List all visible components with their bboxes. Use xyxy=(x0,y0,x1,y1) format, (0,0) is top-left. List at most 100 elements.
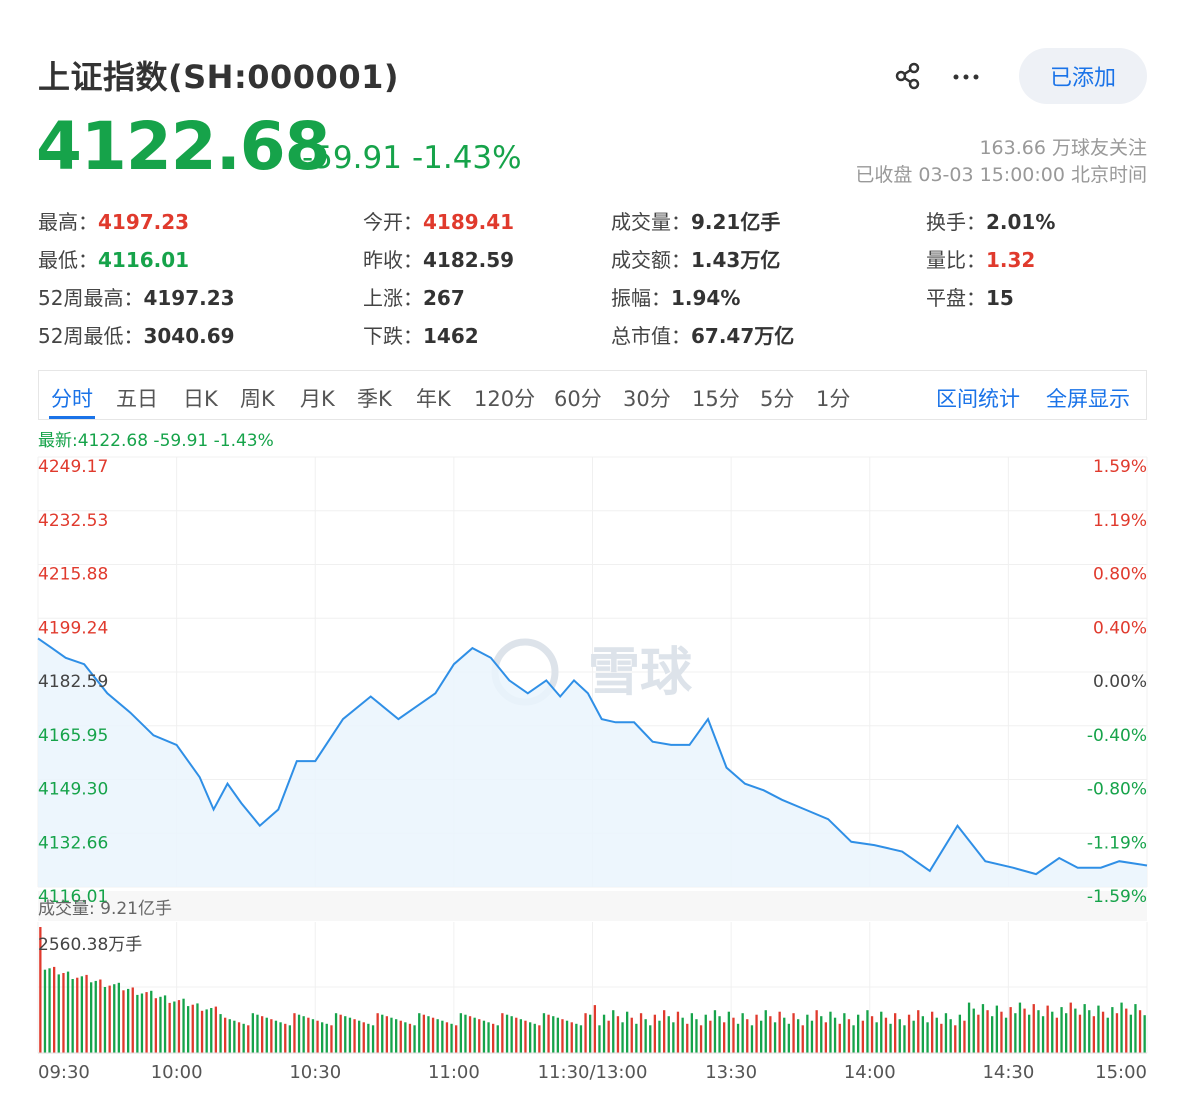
volume-bar xyxy=(755,1014,758,1053)
tab-quarter-k[interactable]: 季K xyxy=(357,387,392,411)
y-tick-left: 4232.53 xyxy=(38,511,108,531)
volume-bar xyxy=(552,1016,555,1053)
volume-bar xyxy=(154,998,158,1053)
tab-fenshi[interactable]: 分时 xyxy=(51,387,93,411)
volume-bar xyxy=(358,1020,361,1053)
volume-bar xyxy=(214,1006,218,1053)
volume-bar xyxy=(635,1023,638,1053)
volume-bar xyxy=(1060,1007,1063,1053)
volume-bar xyxy=(769,1016,772,1053)
volume-bar xyxy=(681,1017,684,1053)
volume-bar xyxy=(607,1020,610,1053)
y-tick-right: -1.59% xyxy=(1087,887,1147,907)
stat-label: 下跌： xyxy=(363,324,423,348)
tab-1min[interactable]: 1分 xyxy=(816,387,851,411)
price-line xyxy=(37,637,1148,876)
volume-bar xyxy=(917,1010,920,1053)
change-value: -59.91 xyxy=(302,140,402,176)
volume-bar xyxy=(390,1017,393,1053)
volume-bar xyxy=(228,1019,231,1053)
volume-bar xyxy=(593,1005,597,1053)
more-icon[interactable] xyxy=(948,60,984,92)
volume-bar xyxy=(833,1017,837,1053)
volume-bar xyxy=(515,1017,518,1053)
volume-bar xyxy=(1101,1011,1105,1053)
stat-label: 振幅： xyxy=(611,286,671,310)
period-tabs: 分时 五日 日K 周K 月K 季K 年K 120分 60分 30分 15分 5分… xyxy=(38,370,1147,420)
tab-15min[interactable]: 15分 xyxy=(692,387,740,411)
fullscreen-link[interactable]: 全屏显示 xyxy=(1046,387,1130,411)
stat-item: 上涨：267 xyxy=(363,282,465,311)
y-tick-right: 0.00% xyxy=(1093,672,1147,692)
volume-bar xyxy=(196,1003,199,1053)
volume-bar xyxy=(200,1010,204,1053)
tab-week-k[interactable]: 周K xyxy=(240,387,275,411)
volume-bar xyxy=(690,1013,694,1053)
stat-value: 1462 xyxy=(423,324,479,348)
stat-item: 下跌：1462 xyxy=(363,320,479,349)
volume-bar xyxy=(205,1009,208,1053)
volume-bar xyxy=(348,1017,352,1053)
volume-bar xyxy=(561,1019,564,1053)
y-tick-right: 0.80% xyxy=(1093,565,1147,585)
volume-bar xyxy=(274,1020,278,1053)
volume-bar xyxy=(801,1025,804,1053)
range-stats-link[interactable]: 区间统计 xyxy=(936,387,1020,411)
volume-bar xyxy=(316,1020,319,1053)
volume-bar xyxy=(958,1014,962,1053)
stat-label: 总市值： xyxy=(611,324,691,348)
volume-bar xyxy=(870,1016,874,1053)
volume-bar xyxy=(699,1025,703,1053)
volume-bar xyxy=(57,974,60,1053)
tab-day-k[interactable]: 日K xyxy=(183,387,218,411)
volume-bar xyxy=(626,1011,629,1053)
volume-bar xyxy=(931,1011,934,1053)
stat-value: 4116.01 xyxy=(98,248,190,272)
change-percent: -1.43% xyxy=(411,140,522,176)
volume-bar xyxy=(524,1020,527,1053)
x-tick-label: 13:30 xyxy=(705,1062,757,1083)
volume-bar xyxy=(381,1014,384,1053)
volume-bar xyxy=(940,1023,943,1053)
volume-bar xyxy=(131,987,134,1053)
tab-120min[interactable]: 120分 xyxy=(474,387,536,411)
volume-bar xyxy=(676,1011,680,1053)
y-tick-left: 4132.66 xyxy=(38,833,108,853)
volume-header-band xyxy=(38,891,1147,921)
volume-bar xyxy=(237,1022,241,1053)
volume-bar xyxy=(66,971,70,1053)
tab-30min[interactable]: 30分 xyxy=(623,387,671,411)
volume-bar xyxy=(297,1014,301,1053)
tab-year-k[interactable]: 年K xyxy=(416,387,451,411)
volume-bar xyxy=(334,1013,338,1053)
volume-bar xyxy=(884,1017,888,1053)
volume-bar xyxy=(616,1016,620,1053)
tab-60min[interactable]: 60分 xyxy=(554,387,602,411)
volume-bar xyxy=(1134,1004,1137,1053)
added-button[interactable]: 已添加 xyxy=(1019,48,1147,104)
stat-item: 今开：4189.41 xyxy=(363,206,514,235)
volume-bar xyxy=(746,1019,749,1053)
volume-bar xyxy=(501,1013,504,1053)
volume-bar xyxy=(912,1020,915,1053)
volume-bar xyxy=(727,1011,731,1053)
volume-bar xyxy=(1143,1015,1146,1053)
stat-label: 最低： xyxy=(38,248,98,272)
share-icon[interactable] xyxy=(892,60,924,92)
volume-bar xyxy=(1069,1002,1072,1053)
volume-bar xyxy=(1032,1004,1035,1053)
volume-bar xyxy=(570,1022,573,1053)
volume-bar xyxy=(385,1016,389,1053)
current-price: 4122.68 xyxy=(36,108,331,185)
volume-bar xyxy=(43,969,47,1053)
x-tick-label: 11:00 xyxy=(428,1062,480,1083)
volume-bar xyxy=(187,1006,190,1053)
tab-month-k[interactable]: 月K xyxy=(300,387,335,411)
volume-bar xyxy=(450,1023,453,1053)
stat-value: 15 xyxy=(986,286,1014,310)
volume-bar xyxy=(820,1016,823,1053)
tab-5min[interactable]: 5分 xyxy=(760,387,795,411)
volume-bar xyxy=(108,985,111,1053)
tab-5day[interactable]: 五日 xyxy=(116,387,158,411)
